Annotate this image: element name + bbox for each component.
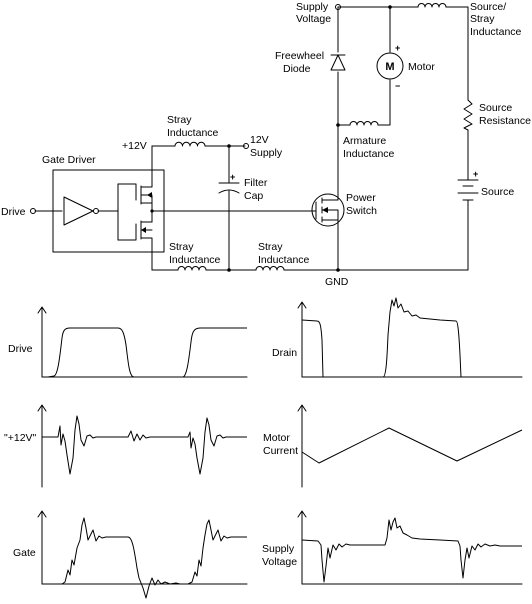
label-source-stray-1: Source/ bbox=[470, 1, 506, 13]
label-freewheel-2: Diode bbox=[283, 63, 311, 75]
label-wave-supply-voltage-2: Voltage bbox=[262, 556, 297, 568]
driver-buffer-triangle bbox=[63, 196, 94, 226]
label-stray-bl-1: Stray bbox=[169, 241, 194, 253]
label-wave-plus12v: "+12V" bbox=[4, 432, 37, 444]
cap-plus-sign: + bbox=[230, 172, 235, 182]
label-wave-gate: Gate bbox=[13, 547, 36, 559]
source-resistor bbox=[463, 99, 473, 131]
label-gate-driver: Gate Driver bbox=[42, 154, 96, 166]
label-supply12-2: Supply bbox=[250, 147, 283, 159]
label-armature-1: Armature bbox=[343, 135, 386, 147]
motor: M + − bbox=[376, 43, 404, 91]
label-freewheel-1: Freewheel bbox=[275, 50, 324, 62]
label-filter-cap-2: Cap bbox=[244, 190, 263, 202]
armature-inductor bbox=[349, 121, 379, 126]
waveform-drive: Drive bbox=[8, 306, 248, 378]
filter-capacitor: + bbox=[218, 172, 240, 194]
label-stray-br-2: Inductance bbox=[258, 254, 310, 266]
label-motor: Motor bbox=[408, 61, 435, 73]
label-stray-br-1: Stray bbox=[258, 241, 283, 253]
freewheel-diode bbox=[330, 54, 346, 71]
stray-inductor-top bbox=[174, 141, 206, 147]
label-supply-voltage-1: Supply bbox=[296, 1, 329, 13]
label-stray-top-2: Inductance bbox=[167, 127, 219, 139]
label-plus12v: +12V bbox=[122, 140, 147, 152]
motor-symbol: M bbox=[385, 61, 394, 73]
source-stray-inductor bbox=[417, 3, 447, 8]
label-drive: Drive bbox=[1, 206, 26, 218]
label-wave-supply-voltage-1: Supply bbox=[262, 543, 295, 555]
supply-12v-terminal bbox=[243, 143, 249, 149]
stray-inductor-bottom-right bbox=[255, 266, 285, 271]
label-supply-voltage-2: Voltage bbox=[296, 13, 331, 25]
label-wave-motor-current-2: Current bbox=[263, 445, 298, 457]
label-wave-motor-current-1: Motor bbox=[263, 432, 290, 444]
schematic-wiring bbox=[34, 5, 469, 272]
supply-voltage-terminal bbox=[335, 4, 341, 10]
drive-terminal bbox=[30, 208, 36, 214]
waveform-supply-voltage: Supply Voltage bbox=[262, 510, 523, 585]
label-power-switch-1: Power bbox=[346, 192, 376, 204]
battery-source: + bbox=[457, 169, 479, 205]
waveform-drain: Drain bbox=[272, 297, 523, 378]
label-armature-2: Inductance bbox=[343, 148, 395, 160]
waveform-gate: Gate bbox=[13, 510, 248, 599]
label-wave-drain: Drain bbox=[272, 347, 297, 359]
label-stray-bl-2: Inductance bbox=[169, 254, 221, 266]
label-source-resistance-2: Resistance bbox=[479, 115, 531, 127]
schematic-labels: Supply Voltage Source/ Stray Inductance … bbox=[1, 1, 531, 288]
label-supply12-1: 12V bbox=[250, 134, 269, 146]
label-source-stray-3: Inductance bbox=[470, 26, 522, 38]
motor-minus-sign: − bbox=[395, 81, 400, 91]
label-power-switch-2: Switch bbox=[346, 205, 377, 217]
stray-inductor-bottom-left bbox=[177, 266, 207, 271]
label-gnd: GND bbox=[325, 276, 349, 288]
waveform-motor-current: Motor Current bbox=[263, 404, 523, 488]
label-wave-drive: Drive bbox=[8, 343, 33, 355]
battery-plus-sign: + bbox=[473, 169, 478, 179]
label-stray-top-1: Stray bbox=[167, 114, 192, 126]
label-source-stray-2: Stray bbox=[470, 13, 495, 25]
waveform-plus12v: "+12V" bbox=[4, 404, 247, 488]
motor-plus-sign: + bbox=[395, 43, 400, 53]
label-filter-cap-1: Filter bbox=[244, 177, 268, 189]
gate-driver bbox=[52, 169, 165, 253]
label-source: Source bbox=[481, 186, 514, 198]
label-source-resistance-1: Source bbox=[479, 102, 512, 114]
power-switch-mosfet bbox=[311, 193, 345, 227]
